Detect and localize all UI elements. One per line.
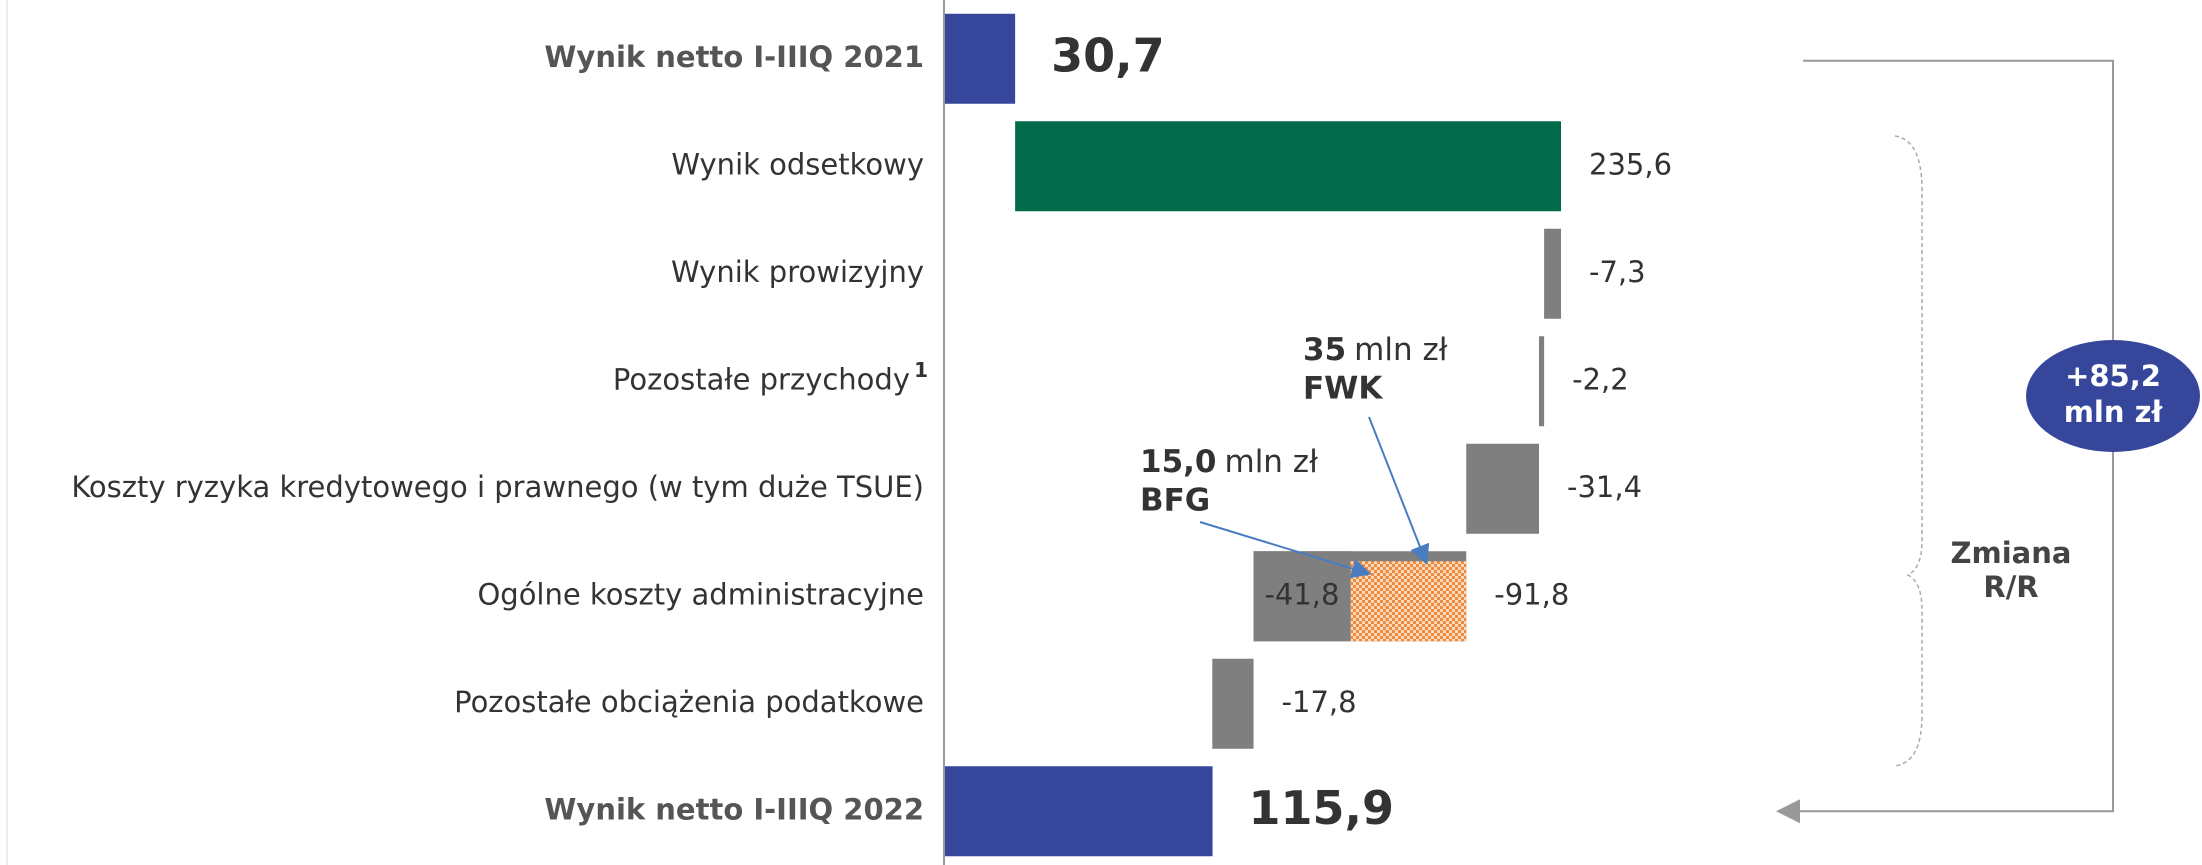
summary-value: +85,2 — [2065, 359, 2161, 393]
total-category-label: Wynik netto I-IIIQ 2022 — [544, 792, 924, 826]
category-label: Ogólne koszty administracyjne — [477, 577, 924, 611]
bar — [944, 766, 1213, 857]
category-label: Pozostałe przychody — [613, 362, 910, 396]
value-label: 30,7 — [1051, 28, 1165, 82]
annotation-name: FWK — [1303, 371, 1383, 407]
bar — [1015, 121, 1562, 212]
category-label: Wynik odsetkowy — [671, 147, 924, 181]
annotation: 35 mln zł — [1303, 332, 1448, 368]
value-label: 115,9 — [1249, 781, 1395, 835]
annotation-unit: mln zł — [1354, 332, 1448, 368]
change-brace — [1894, 135, 1923, 767]
value-label: -31,4 — [1567, 470, 1642, 504]
value-label: -91,8 — [1494, 577, 1569, 611]
bar — [1539, 336, 1545, 427]
value-label: 235,6 — [1589, 147, 1672, 181]
bar — [1212, 658, 1254, 749]
summary-badge — [2026, 340, 2200, 452]
bar — [1544, 228, 1562, 319]
category-label: Pozostałe obciążenia podatkowe — [454, 685, 924, 719]
breakdown-segment — [1385, 561, 1467, 642]
footnote-mark: 1 — [914, 358, 928, 382]
annotation: 15,0 mln zł — [1140, 444, 1318, 480]
value-label: -2,2 — [1572, 362, 1629, 396]
breakdown-label: -41,8 — [1264, 577, 1339, 611]
value-label: -17,8 — [1282, 685, 1357, 719]
summary-unit: mln zł — [2064, 395, 2164, 429]
category-label: Koszty ryzyka kredytowego i prawnego (w … — [71, 470, 924, 504]
bar — [944, 13, 1016, 104]
annotation-arrow — [1199, 521, 1372, 579]
annotation-value: 35 — [1303, 332, 1346, 368]
bracket-label: R/R — [1983, 570, 2038, 604]
breakdown-segment — [1253, 551, 1351, 642]
bar — [1466, 443, 1540, 534]
total-category-label: Wynik netto I-IIIQ 2021 — [544, 40, 924, 74]
value-label: -7,3 — [1589, 255, 1646, 289]
annotation-name: BFG — [1140, 483, 1210, 519]
annotation-unit: mln zł — [1225, 444, 1319, 480]
bracket-label: Zmiana — [1951, 536, 2072, 570]
category-label: Wynik prowizyjny — [671, 255, 924, 289]
annotation-arrow — [1368, 416, 1430, 565]
annotation-value: 15,0 — [1140, 444, 1217, 480]
